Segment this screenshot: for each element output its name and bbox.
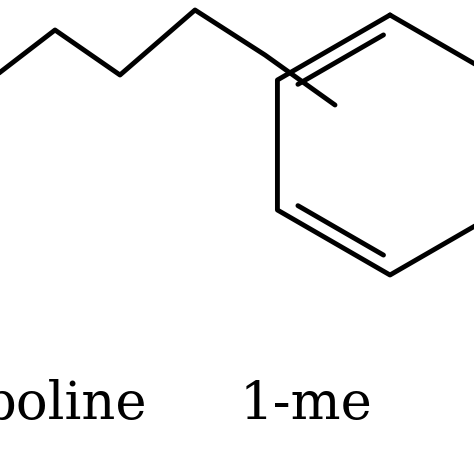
Text: 1-me: 1-me	[240, 379, 373, 430]
Text: boline: boline	[0, 379, 146, 430]
